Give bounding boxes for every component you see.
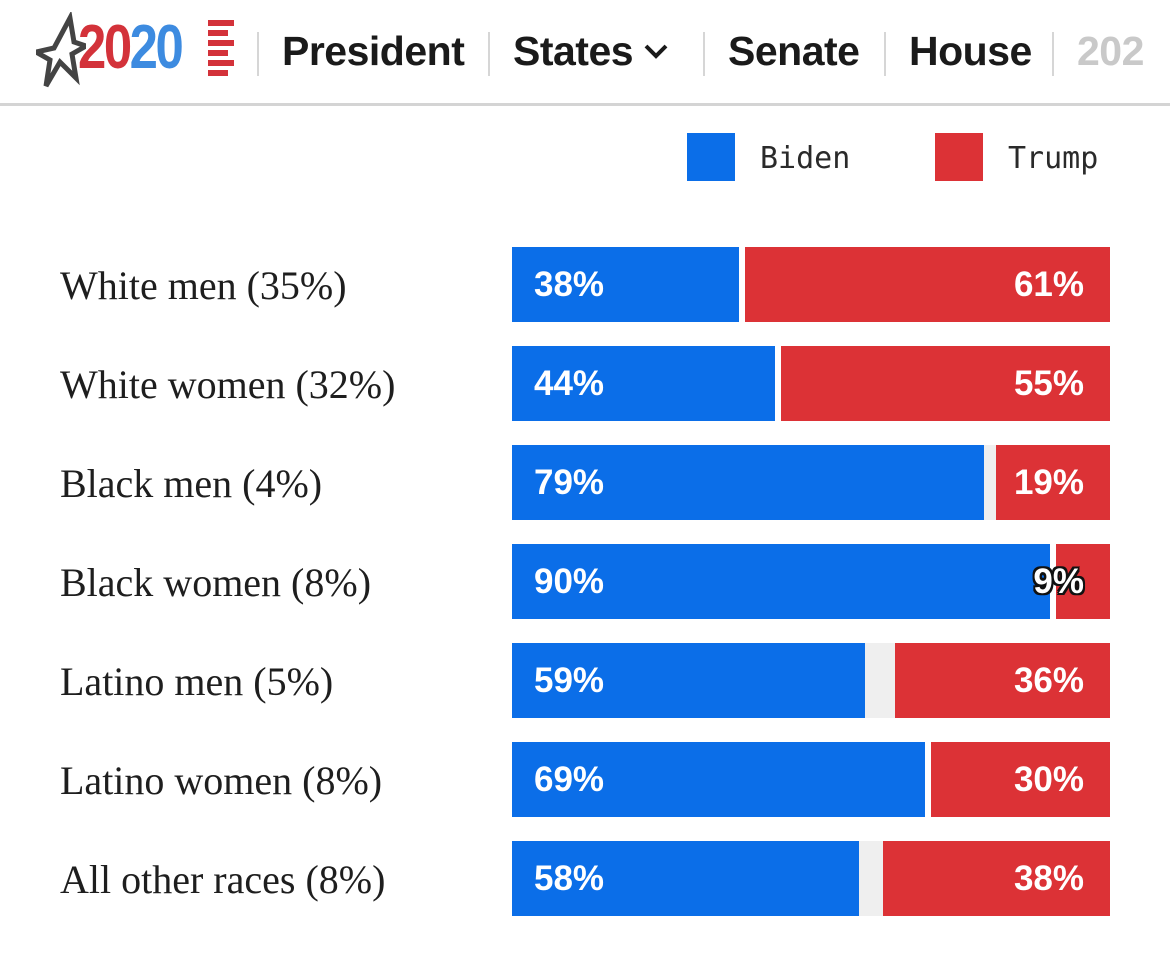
- nav-senate[interactable]: Senate: [728, 28, 860, 74]
- bar-separator: [924, 742, 931, 817]
- bar-biden: [512, 742, 925, 817]
- data-label-biden: 44%: [534, 363, 605, 403]
- nav-states-dropdown[interactable]: States: [513, 24, 669, 78]
- logo-year: 2020: [78, 13, 184, 82]
- legend-label-trump: Trump: [1008, 141, 1099, 176]
- bar-track: 44% 55%: [512, 346, 1110, 421]
- top-nav: 2020 President States Senate House 202: [0, 0, 1170, 106]
- bar-track: 69% 30%: [512, 742, 1110, 817]
- data-label-trump: 9%: [1033, 561, 1084, 601]
- data-label-trump: 19%: [1013, 462, 1084, 502]
- data-label-biden: 58%: [534, 858, 605, 898]
- flag-stripes-icon: [208, 20, 234, 76]
- bar-biden: [512, 247, 740, 322]
- category-label: Latino men (5%): [60, 658, 334, 704]
- data-label-biden: 90%: [534, 561, 605, 601]
- nav-divider: [257, 32, 259, 76]
- bar-trump: [882, 841, 1110, 916]
- election-2020-logo[interactable]: 2020: [36, 10, 241, 90]
- bar-biden: [512, 841, 859, 916]
- data-label-trump: 38%: [1013, 858, 1084, 898]
- nav-divider: [1052, 32, 1054, 76]
- bar-track: 59% 36%: [512, 643, 1110, 718]
- nav-divider: [488, 32, 490, 76]
- category-label: Black men (4%): [60, 460, 323, 506]
- category-label: White women (32%): [60, 361, 396, 407]
- bar-separator: [775, 346, 782, 421]
- bar-trump: [930, 742, 1110, 817]
- nav-president[interactable]: President: [282, 28, 465, 74]
- bar-biden: [512, 346, 776, 421]
- category-label: All other races (8%): [60, 856, 386, 902]
- nav-divider: [884, 32, 886, 76]
- bar-biden: [512, 544, 1051, 619]
- star-icon: [36, 12, 86, 88]
- bar-trump: [745, 247, 1110, 322]
- data-label-biden: 59%: [534, 660, 605, 700]
- bar-separator: [1050, 544, 1057, 619]
- bar-trump: [781, 346, 1110, 421]
- chevron-down-icon: [644, 44, 668, 60]
- data-label-trump: 36%: [1013, 660, 1084, 700]
- bar-track: 90% 9%: [512, 544, 1110, 619]
- bar-track: 38% 61%: [512, 247, 1110, 322]
- category-label: Black women (8%): [60, 559, 372, 605]
- nav-divider: [703, 32, 705, 76]
- nav-states-label: States: [513, 28, 634, 74]
- nav-2020-overflow[interactable]: 202: [1077, 28, 1144, 74]
- legend-label-biden: Biden: [760, 141, 851, 176]
- bar-trump: [996, 445, 1110, 520]
- bar-track: 58% 38%: [512, 841, 1110, 916]
- data-label-biden: 38%: [534, 264, 605, 304]
- category-label: Latino women (8%): [60, 757, 383, 803]
- legend-trump: Trump: [935, 133, 1115, 183]
- bar-trump: [894, 643, 1110, 718]
- legend-swatch-trump: [935, 133, 983, 181]
- data-label-trump: 61%: [1013, 264, 1084, 304]
- bar-separator: [739, 247, 746, 322]
- bar-biden: [512, 643, 865, 718]
- nav-house[interactable]: House: [909, 28, 1032, 74]
- legend-biden: Biden: [687, 133, 867, 183]
- category-label: White men (35%): [60, 262, 347, 308]
- bar-track: 79% 19%: [512, 445, 1110, 520]
- data-label-trump: 30%: [1013, 759, 1084, 799]
- data-label-biden: 79%: [534, 462, 605, 502]
- legend-swatch-biden: [687, 133, 735, 181]
- data-label-biden: 69%: [534, 759, 605, 799]
- bar-biden: [512, 445, 985, 520]
- bar-trump: [1056, 544, 1110, 619]
- data-label-trump: 55%: [1013, 363, 1084, 403]
